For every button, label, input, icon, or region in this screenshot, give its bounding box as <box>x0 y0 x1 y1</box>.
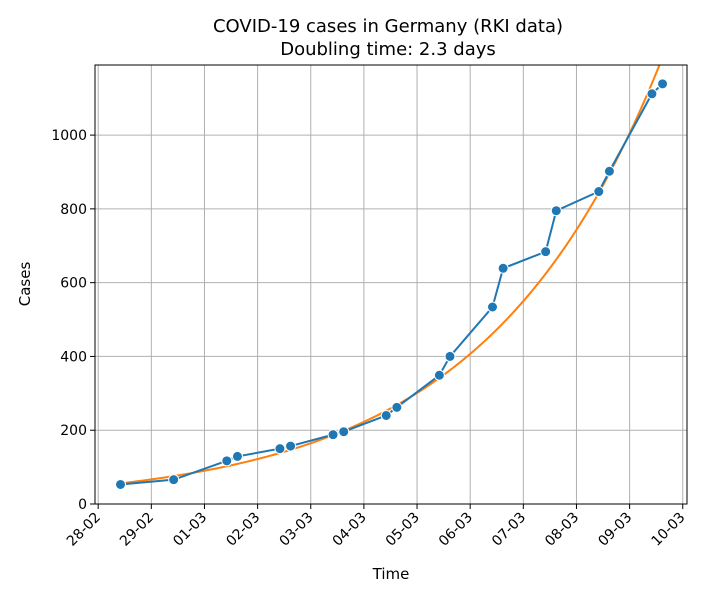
x-tick-label: 06-03 <box>436 510 476 550</box>
x-tick-label: 07-03 <box>489 510 529 550</box>
chart-title: COVID-19 cases in Germany (RKI data) <box>213 16 563 37</box>
x-tick-label: 28-02 <box>64 510 104 550</box>
data-point <box>274 443 286 455</box>
data-point <box>433 369 445 381</box>
y-tick-label: 200 <box>60 423 87 439</box>
x-tick-label: 09-03 <box>595 510 635 550</box>
data-point <box>603 165 615 177</box>
y-tick-label: 800 <box>60 202 87 218</box>
data-point <box>115 478 127 490</box>
y-axis-label: Cases <box>16 262 34 307</box>
x-tick-label: 29-02 <box>117 510 157 550</box>
data-point <box>168 474 180 486</box>
x-tick-label: 02-03 <box>223 510 263 550</box>
data-point <box>593 186 605 198</box>
x-axis: 28-02 29-02 01-03 02-03 03-03 04-03 05-03 06-03… <box>64 504 689 550</box>
data-point <box>391 401 403 413</box>
data-point <box>487 301 499 313</box>
y-tick-label: 1000 <box>51 128 87 144</box>
data-point <box>550 205 562 217</box>
x-tick-label: 08-03 <box>542 510 582 550</box>
fit-curve <box>120 65 661 485</box>
y-tick-label: 600 <box>60 276 87 292</box>
y-axis: 0 200 400 600 800 1000 <box>51 128 95 513</box>
data-point <box>327 429 339 441</box>
chart-subtitle: Doubling time: 2.3 days <box>280 39 496 60</box>
x-tick-label: 10-03 <box>648 510 688 550</box>
cases-line <box>120 83 664 486</box>
data-point <box>338 426 350 438</box>
data-point <box>497 262 509 274</box>
x-axis-label: Time <box>372 565 410 583</box>
x-tick-label: 03-03 <box>277 510 317 550</box>
plot-area <box>115 65 669 490</box>
data-point <box>380 409 392 421</box>
data-point <box>444 350 456 362</box>
y-tick-label: 400 <box>60 349 87 365</box>
data-point <box>285 440 297 452</box>
data-point <box>646 88 658 100</box>
data-point <box>540 246 552 258</box>
data-point <box>657 78 669 90</box>
y-tick-label: 0 <box>78 497 87 513</box>
data-point <box>221 455 233 467</box>
axes-frame <box>94 64 688 505</box>
x-tick-label: 01-03 <box>170 510 210 550</box>
grid-lines <box>95 65 687 505</box>
x-tick-label: 04-03 <box>330 510 370 550</box>
data-point <box>231 450 243 462</box>
x-tick-label: 05-03 <box>383 510 423 550</box>
